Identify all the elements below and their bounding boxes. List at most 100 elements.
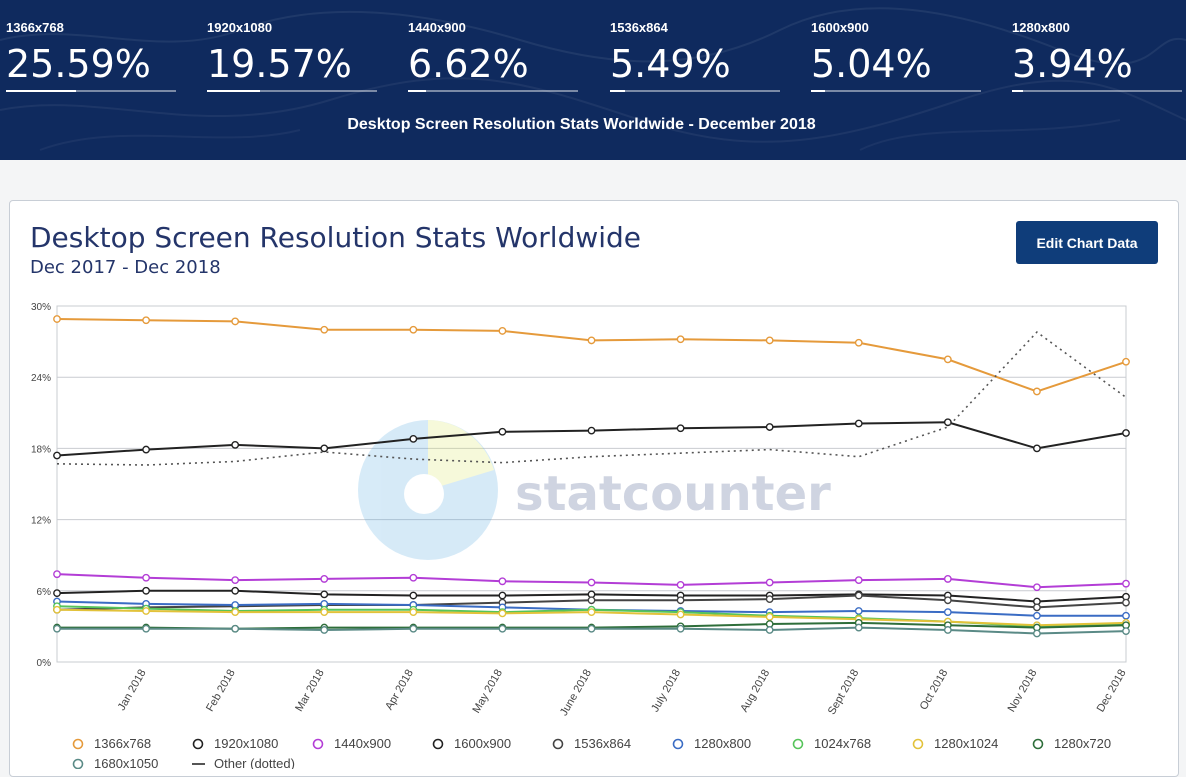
legend-label: 1600x900 <box>454 736 511 751</box>
x-tick-label: July 2018 <box>649 668 683 715</box>
data-point <box>498 327 507 335</box>
y-tick-label: 0% <box>37 658 52 669</box>
chart-subtitle: Dec 2017 - Dec 2018 <box>30 257 221 278</box>
data-point <box>320 444 329 453</box>
stat-label: 1280x800 <box>1012 20 1070 35</box>
data-point <box>854 607 863 615</box>
x-tick-label: Sept 2018 <box>826 668 861 717</box>
data-point <box>1122 429 1130 437</box>
stat-bar <box>408 90 578 92</box>
data-point <box>1033 444 1041 453</box>
legend-label: 1366x768 <box>94 736 151 751</box>
edit-chart-data-button[interactable]: Edit Chart Data <box>1016 221 1158 264</box>
data-point <box>53 570 61 579</box>
banner-stats: 1366x768 25.59% 1920x1080 19.57% 1440x900 6.6… <box>0 0 1186 100</box>
stat-1600x900: 1600x900 5.04% <box>811 18 981 93</box>
banner: 1366x768 25.59% 1920x1080 19.57% 1440x900 6.6… <box>0 0 1186 160</box>
data-point <box>53 624 61 633</box>
data-point <box>231 576 240 585</box>
data-point <box>1122 627 1130 636</box>
stat-1440x900: 1440x900 6.62% <box>408 18 578 93</box>
data-point <box>1122 611 1130 620</box>
data-point <box>409 435 418 443</box>
legend-swatch <box>912 738 924 750</box>
stat-label: 1440x900 <box>408 20 466 35</box>
data-point <box>587 336 596 345</box>
data-point <box>854 419 863 428</box>
data-point <box>676 335 685 344</box>
stat-bar-fill <box>610 90 625 92</box>
data-point <box>409 591 418 600</box>
data-point <box>943 608 952 617</box>
data-point <box>498 591 507 600</box>
data-point <box>1033 629 1041 638</box>
legend-label: 1280x720 <box>1054 736 1111 751</box>
data-point <box>587 578 596 587</box>
watermark-text: statcounter <box>515 466 831 522</box>
x-tick-label: Apr 2018 <box>383 668 416 713</box>
legend-swatch <box>672 738 684 750</box>
legend-label: 1440x900 <box>334 736 391 751</box>
legend-label: 1536x864 <box>574 736 631 751</box>
data-point <box>498 609 507 618</box>
data-point <box>765 595 774 604</box>
data-point <box>1122 579 1130 588</box>
legend-swatch <box>72 758 84 769</box>
watermark-logo-hole <box>404 474 444 514</box>
stat-value: 3.94% <box>1012 42 1133 86</box>
data-point <box>142 316 150 325</box>
data-point <box>53 451 61 460</box>
data-point <box>1033 583 1041 592</box>
legend-swatch <box>312 738 324 750</box>
stat-label: 1600x900 <box>811 20 869 35</box>
data-point <box>943 355 952 364</box>
data-point <box>142 573 150 582</box>
data-point <box>409 573 418 582</box>
x-tick-label: June 2018 <box>558 668 594 719</box>
stat-bar <box>811 90 981 92</box>
stat-label: 1366x768 <box>6 20 64 35</box>
stat-bar-fill <box>6 90 76 92</box>
data-point <box>943 575 952 583</box>
watermark-logo-wedge <box>428 420 494 490</box>
data-point <box>943 596 952 605</box>
stat-1280x800: 1280x800 3.94% <box>1012 18 1182 93</box>
data-point <box>231 317 240 326</box>
data-point <box>142 624 150 633</box>
data-point <box>587 596 596 605</box>
data-point <box>498 427 507 436</box>
data-point <box>409 325 418 334</box>
data-point <box>409 608 418 617</box>
stat-value: 5.04% <box>811 42 932 86</box>
stat-1536x864: 1536x864 5.49% <box>610 18 780 93</box>
data-point <box>676 610 685 619</box>
stat-bar-fill <box>1012 90 1023 92</box>
data-point <box>320 325 329 334</box>
stat-bar <box>6 90 176 92</box>
stat-bar <box>610 90 780 92</box>
x-tick-label: Feb 2018 <box>204 668 238 714</box>
data-point <box>231 624 240 633</box>
stat-1920x1080: 1920x1080 19.57% <box>207 18 377 93</box>
stat-label: 1536x864 <box>610 20 668 35</box>
data-point <box>765 336 774 345</box>
x-tick-label: Oct 2018 <box>918 668 951 713</box>
chart-title: Desktop Screen Resolution Stats Worldwid… <box>30 221 642 254</box>
data-point <box>53 315 61 323</box>
data-point <box>231 440 240 449</box>
y-tick-label: 24% <box>31 373 51 384</box>
data-point <box>320 626 329 634</box>
data-point <box>854 623 863 632</box>
data-point <box>676 424 685 433</box>
data-point <box>231 608 240 617</box>
data-point <box>765 578 774 587</box>
x-tick-label: Nov 2018 <box>1006 668 1040 715</box>
data-point <box>854 591 863 600</box>
x-tick-label: Jan 2018 <box>116 668 149 713</box>
data-point <box>231 586 240 595</box>
stat-value: 19.57% <box>207 42 352 86</box>
data-point <box>142 586 150 595</box>
stat-bar-fill <box>811 90 825 92</box>
stat-bar <box>1012 90 1182 92</box>
